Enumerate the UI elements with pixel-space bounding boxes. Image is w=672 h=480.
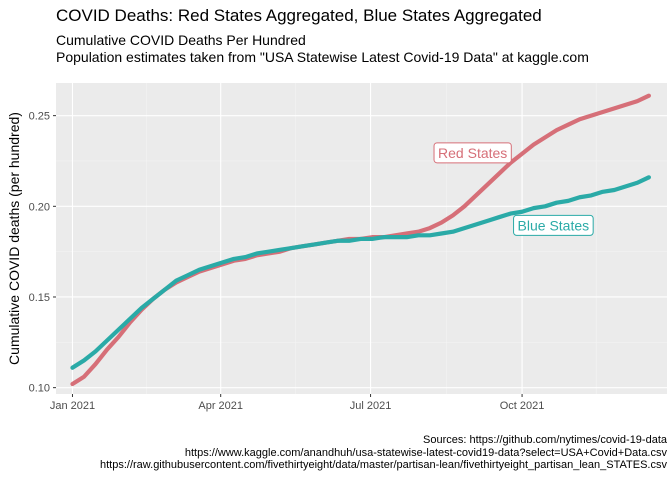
- caption-line: https://www.kaggle.com/anandhuh/usa-stat…: [184, 446, 667, 459]
- minor-gridlines: [56, 83, 667, 394]
- y-tick-label: 0.15: [29, 292, 50, 304]
- series-label: Red States: [433, 142, 512, 164]
- caption-line: Sources: https://github.com/nytimes/covi…: [423, 434, 667, 446]
- x-tick-label: Jul 2021: [350, 400, 392, 412]
- y-tick-label: 0.20: [29, 201, 50, 213]
- chart-caption: Sources: https://github.com/nytimes/covi…: [100, 434, 667, 472]
- series-label-box: [433, 142, 512, 164]
- series-label-text: Red States: [438, 145, 507, 161]
- x-tick-label: Jan 2021: [50, 400, 95, 412]
- y-tick-label: 0.10: [29, 383, 50, 395]
- x-axis: Jan 2021 Apr 2021 Jul 2021 Oct 2021: [50, 394, 545, 412]
- series-lines: [70, 93, 651, 387]
- series-label: Blue States: [513, 214, 594, 236]
- x-tick-label: Oct 2021: [500, 400, 545, 412]
- y-tick-label: 0.25: [29, 111, 50, 123]
- y-axis-title: Cumulative COVID deaths (per hundred): [6, 112, 22, 365]
- series-label-text: Blue States: [518, 217, 590, 233]
- series-label-box: [513, 214, 594, 236]
- subtitle-line: Cumulative COVID Deaths Per Hundred: [56, 32, 306, 48]
- y-axis: 0.10 0.15 0.20 0.25: [29, 111, 56, 395]
- x-tick-label: Apr 2021: [198, 400, 243, 412]
- chart-title: COVID Deaths: Red States Aggregated, Blu…: [56, 6, 542, 25]
- series-labels: Red States Blue States: [433, 142, 594, 236]
- chart-subtitle: Cumulative COVID Deaths Per Hundred Popu…: [56, 32, 589, 66]
- caption-line: https://raw.githubusercontent.com/fiveth…: [100, 459, 667, 471]
- series-line: [70, 175, 651, 370]
- subtitle-line: Population estimates taken from "USA Sta…: [56, 49, 589, 65]
